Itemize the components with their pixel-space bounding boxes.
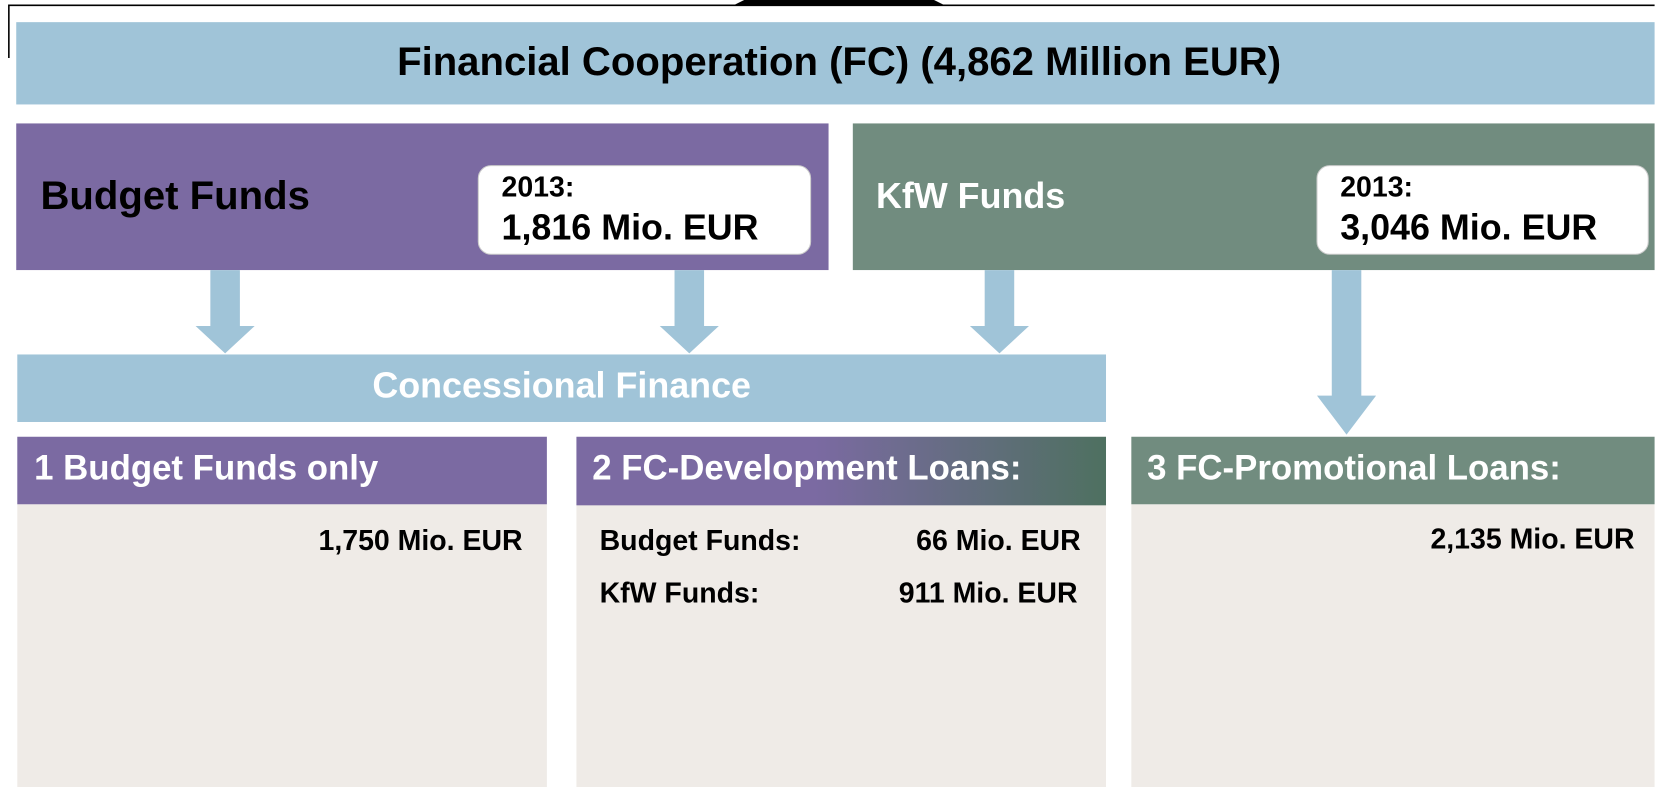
frame: [8, 4, 1655, 59]
budget-year: 2013:: [502, 171, 575, 203]
column-title: 3 FC-Promotional Loans:: [1147, 449, 1561, 488]
column-body: [1131, 504, 1655, 787]
line-label: KfW Funds:: [600, 578, 760, 610]
column-body: [576, 504, 1107, 787]
column-header: [576, 436, 1107, 506]
line-label: Budget Funds:: [600, 525, 801, 557]
budget-amount-box: [477, 165, 812, 255]
column-amount: 1,750 Mio. EUR: [319, 525, 523, 557]
kfw-year: 2013:: [1340, 171, 1413, 203]
arrow: [969, 270, 1029, 354]
kfw-label: KfW Funds: [876, 176, 1065, 216]
concessional-bar: [17, 354, 1107, 422]
budget-amount: 1,816 Mio. EUR: [502, 207, 759, 247]
kfw-amount: 3,046 Mio. EUR: [1340, 207, 1597, 247]
line-amount: 911 Mio. EUR: [899, 578, 1078, 610]
title: Financial Cooperation (FC) (4,862 Millio…: [397, 40, 1281, 84]
column-amount: 2,135 Mio. EUR: [1430, 524, 1634, 556]
tab: [733, 0, 945, 6]
kfw-amount-box: [1316, 165, 1649, 255]
budget-label: Budget Funds: [41, 174, 310, 218]
column-header: [17, 436, 547, 505]
column-title: 2 FC-Development Loans:: [592, 449, 1021, 488]
line-amount: 66 Mio. EUR: [916, 525, 1081, 557]
column-header: [1131, 436, 1655, 505]
arrow: [659, 270, 719, 354]
arrow: [195, 270, 255, 354]
arrow: [1317, 270, 1377, 435]
column-body: [17, 504, 547, 787]
concessional-label: Concessional Finance: [372, 366, 751, 406]
column-title: 1 Budget Funds only: [34, 449, 379, 488]
title-bar: [16, 22, 1655, 105]
arrows: [195, 270, 1377, 435]
